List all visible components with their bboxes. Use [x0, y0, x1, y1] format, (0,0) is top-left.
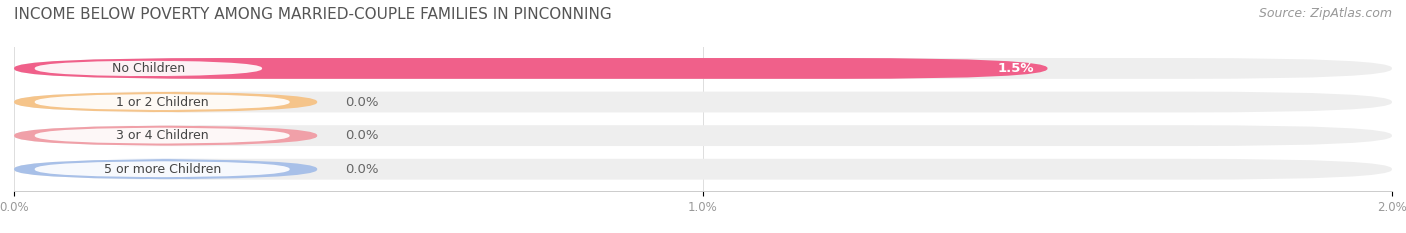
- Text: 3 or 4 Children: 3 or 4 Children: [115, 129, 208, 142]
- FancyBboxPatch shape: [14, 125, 1392, 146]
- FancyBboxPatch shape: [35, 94, 290, 110]
- FancyBboxPatch shape: [14, 58, 1392, 79]
- FancyBboxPatch shape: [35, 60, 262, 77]
- FancyBboxPatch shape: [14, 92, 318, 113]
- Text: 0.0%: 0.0%: [344, 163, 378, 176]
- FancyBboxPatch shape: [14, 159, 1392, 180]
- FancyBboxPatch shape: [35, 161, 290, 177]
- FancyBboxPatch shape: [35, 127, 290, 144]
- Text: 0.0%: 0.0%: [344, 96, 378, 109]
- FancyBboxPatch shape: [14, 159, 318, 180]
- Text: INCOME BELOW POVERTY AMONG MARRIED-COUPLE FAMILIES IN PINCONNING: INCOME BELOW POVERTY AMONG MARRIED-COUPL…: [14, 7, 612, 22]
- Text: 1.5%: 1.5%: [997, 62, 1033, 75]
- Text: Source: ZipAtlas.com: Source: ZipAtlas.com: [1258, 7, 1392, 20]
- FancyBboxPatch shape: [14, 58, 1047, 79]
- Text: No Children: No Children: [112, 62, 186, 75]
- FancyBboxPatch shape: [14, 92, 1392, 113]
- Text: 0.0%: 0.0%: [344, 129, 378, 142]
- Text: 1 or 2 Children: 1 or 2 Children: [115, 96, 208, 109]
- Text: 5 or more Children: 5 or more Children: [104, 163, 221, 176]
- FancyBboxPatch shape: [14, 125, 318, 146]
